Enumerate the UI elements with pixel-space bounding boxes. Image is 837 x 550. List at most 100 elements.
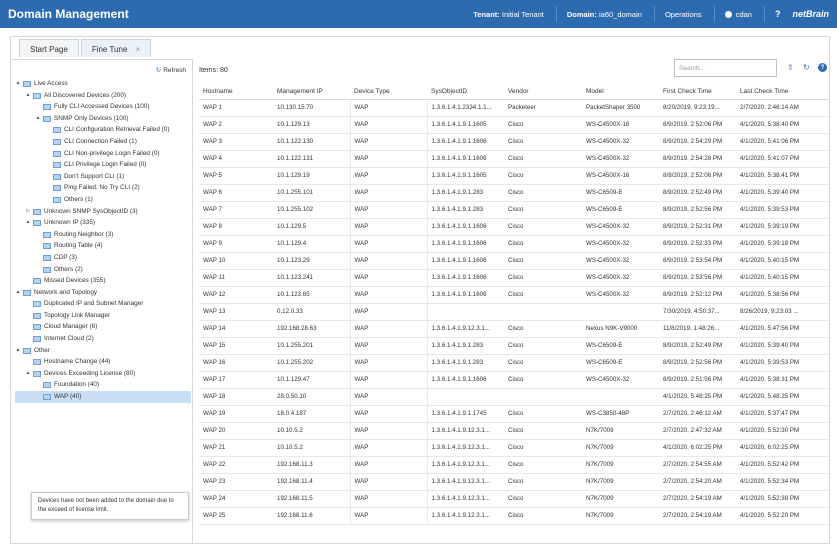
tree-node[interactable]: CLI Privilege Login Failed (0) [15, 159, 191, 171]
tree-node[interactable]: ▲ SNMP Only Devices (100) [15, 113, 191, 125]
expand-toggle-icon[interactable]: ▲ [15, 80, 21, 86]
export-icon[interactable]: ⇪ [787, 63, 794, 72]
table-row[interactable]: WAP 4 10.1.122.131 WAP 1.3.6.1.4.1.9.1.1606… [199, 150, 829, 168]
column-header[interactable]: Hostname [199, 85, 273, 100]
table-row[interactable]: WAP 13 0.12.0.33 WAP 7/30/2019, 4:50:37... 8… [199, 303, 829, 321]
expand-toggle-icon[interactable]: ▲ [25, 91, 31, 98]
table-cell: 28.0.50.10 [273, 388, 350, 406]
column-header[interactable]: Last Check Time [736, 85, 829, 100]
table-row[interactable]: WAP 20 10.10.5.2 WAP 1.3.6.1.4.1.9.12.3.1..… [199, 422, 829, 440]
tree-node[interactable]: Others (2) [15, 264, 191, 276]
table-cell: 8/9/2019, 2:54:29 PM [659, 133, 736, 151]
table-row[interactable]: WAP 22 192.168.11.3 WAP 1.3.6.1.4.1.9.12.3.… [199, 456, 829, 474]
table-row[interactable]: WAP 18 28.0.50.10 WAP 4/1/2020, 5:48:25 PM 4… [199, 388, 829, 406]
tree-node[interactable]: ▲ Network and Topology [15, 287, 191, 299]
column-header[interactable]: Device Type [350, 85, 427, 100]
tree-node[interactable]: ▲ Other [15, 345, 191, 357]
tree-node[interactable]: Hostname Change (44) [15, 356, 191, 368]
tree-node[interactable]: CLI Connection Failed (1) [15, 136, 191, 148]
tree-node[interactable]: ▲ All Discovered Devices (200) [15, 90, 191, 102]
expand-toggle-icon[interactable]: ▲ [35, 114, 41, 121]
expand-toggle-icon[interactable]: ▷ [26, 207, 30, 214]
table-cell: Cisco [504, 218, 582, 236]
operations-menu[interactable]: Operations [664, 9, 702, 19]
tree-node[interactable]: Cloud Manager (6) [15, 321, 191, 333]
table-cell: Cisco [504, 439, 582, 457]
column-header[interactable]: First Check Time [659, 85, 736, 100]
table-row[interactable]: WAP 19 18.0.4.187 WAP 1.3.6.1.4.1.9.1.1745 C… [199, 405, 829, 423]
items-count: Items: 80 [199, 67, 228, 74]
table-row[interactable]: WAP 6 10.1.255.101 WAP 1.3.6.1.4.1.9.1.283 C… [199, 184, 829, 202]
tab-fine-tune[interactable]: Fine Tune × [80, 39, 152, 57]
tree-node[interactable]: Others (1) [15, 194, 191, 206]
column-header[interactable]: Model [582, 85, 659, 100]
tree-node[interactable]: Routing Neighbor (3) [15, 229, 191, 241]
table-cell: 4/1/2020, 5:38:40 PM [736, 116, 829, 134]
column-header[interactable]: SysObjectID [427, 85, 504, 100]
table-row[interactable]: WAP 5 10.1.129.19 WAP 1.3.6.1.4.1.9.1.1605 C… [199, 167, 829, 185]
expand-toggle-icon[interactable]: ▲ [25, 369, 31, 376]
refresh-icon[interactable]: ↻ [803, 63, 810, 72]
tree-node[interactable]: Topology Link Manager [15, 310, 191, 322]
help-icon[interactable]: ? [818, 63, 827, 72]
tree-node[interactable]: Missed Devices (355) [15, 275, 191, 287]
table-row[interactable]: WAP 7 10.1.255.102 WAP 1.3.6.1.4.1.9.1.283 C… [199, 201, 829, 219]
search-input[interactable]: Search... [674, 59, 777, 77]
expand-toggle-icon[interactable]: ▲ [15, 288, 21, 295]
table-cell: 1.3.6.1.4.1.9.1.1606 [427, 252, 504, 270]
tree-node-label: Topology Link Manager [44, 311, 111, 319]
table-row[interactable]: WAP 17 10.1.129.47 WAP 1.3.6.1.4.1.9.1.1606… [199, 371, 829, 389]
table-cell: WS-C4500X-32 [582, 252, 659, 270]
table-cell: WAP [349, 116, 428, 134]
table-row[interactable]: WAP 3 10.1.122.130 WAP 1.3.6.1.4.1.9.1.1606… [199, 133, 829, 151]
table-row[interactable]: WAP 15 10.1.255.201 WAP 1.3.6.1.4.1.9.1.283… [199, 337, 829, 355]
table-cell: Cisco [504, 235, 582, 253]
column-header[interactable]: Vendor [504, 85, 582, 100]
tree-node[interactable]: WAP (40) [15, 391, 191, 403]
tree-node[interactable]: Ping Failed, No Try CLI (2) [15, 182, 191, 194]
tree-node[interactable]: Don't Support CLI (1) [15, 171, 191, 183]
tree-node[interactable]: Internet Cloud (2) [15, 333, 191, 345]
tree-node[interactable]: Routing Table (4) [15, 240, 191, 252]
table-row[interactable]: WAP 8 10.1.129.5 WAP 1.3.6.1.4.1.9.1.1606 Ci… [199, 218, 829, 236]
expand-toggle-icon[interactable]: ▲ [25, 219, 31, 226]
tree-node[interactable]: Duplicated IP and Subnet Manager [15, 298, 191, 310]
tree-node[interactable]: CLI Configuration Retrieval Failed (0) [15, 124, 191, 136]
table-row[interactable]: WAP 10 10.1.123.29 WAP 1.3.6.1.4.1.9.1.1606… [199, 252, 829, 270]
table-row[interactable]: WAP 12 10.1.123.65 WAP 1.3.6.1.4.1.9.1.1606… [199, 286, 829, 304]
table-cell: 10.1.129.4 [273, 235, 350, 253]
tree-node[interactable]: CLI Non-privilege Login Failed (0) [15, 148, 191, 160]
tree-node[interactable]: ▲ Live Access [15, 78, 191, 90]
table-cell: Cisco [504, 133, 582, 151]
tab-start-page[interactable]: Start Page [19, 39, 79, 57]
domain-selector[interactable]: Domain: ia60_domain [567, 10, 642, 19]
table-row[interactable]: WAP 16 10.1.255.202 WAP 1.3.6.1.4.1.9.1.283… [199, 354, 829, 372]
table-cell: Cisco [504, 405, 582, 423]
tree-node[interactable]: ▷ Unknown SNMP SysObjectID (3) [15, 206, 191, 218]
table-row[interactable]: WAP 24 192.168.11.5 WAP 1.3.6.1.4.1.9.12.3.… [199, 490, 829, 508]
table-cell: 4/1/2020, 5:52:38 PM [736, 490, 829, 508]
tree-node[interactable]: ▲ Unknown IP (335) [15, 217, 191, 229]
table-row[interactable]: WAP 23 192.168.11.4 WAP 1.3.6.1.4.1.9.12.3.… [199, 473, 829, 491]
tenant-selector[interactable]: Tenant: Initial Tenant [473, 10, 544, 19]
help-icon[interactable]: ? [774, 9, 781, 19]
close-icon[interactable]: × [135, 45, 141, 54]
table-row[interactable]: WAP 2 10.1.129.13 WAP 1.3.6.1.4.1.9.1.1605 C… [199, 116, 829, 134]
expand-toggle-icon[interactable]: ▲ [15, 346, 21, 353]
table-row[interactable]: WAP 9 10.1.129.4 WAP 1.3.6.1.4.1.9.1.1606 Ci… [199, 235, 829, 253]
table-cell: WAP [349, 269, 428, 287]
table-row[interactable]: WAP 11 10.1.123.241 WAP 1.3.6.1.4.1.9.1.160… [199, 269, 829, 287]
tree-node[interactable]: CDP (3) [15, 252, 191, 264]
tree-node[interactable]: Foundation (40) [15, 379, 191, 391]
tree-node[interactable]: Fully CLI Accessed Devices (100) [15, 101, 191, 113]
folder-icon [53, 162, 61, 169]
table-row[interactable]: WAP 1 10.130.15.70 WAP 1.3.6.1.4.1.2334.1.1… [199, 99, 829, 117]
table-row[interactable]: WAP 25 192.168.11.6 WAP 1.3.6.1.4.1.9.12.3.… [199, 507, 829, 525]
user-menu[interactable]: cdan [724, 10, 752, 19]
table-row[interactable]: WAP 21 10.10.5.2 WAP 1.3.6.1.4.1.9.12.3.1..… [199, 439, 829, 457]
table-row[interactable]: WAP 14 192.168.28.63 WAP 1.3.6.1.4.1.9.12.3… [199, 320, 829, 338]
tree-node[interactable]: ▲ Devices Exceeding License (80) [15, 368, 191, 380]
table-cell: 192.168.11.3 [273, 456, 350, 474]
column-header[interactable]: Management IP [273, 85, 350, 100]
refresh-button[interactable]: ↻ Refresh [156, 66, 186, 74]
